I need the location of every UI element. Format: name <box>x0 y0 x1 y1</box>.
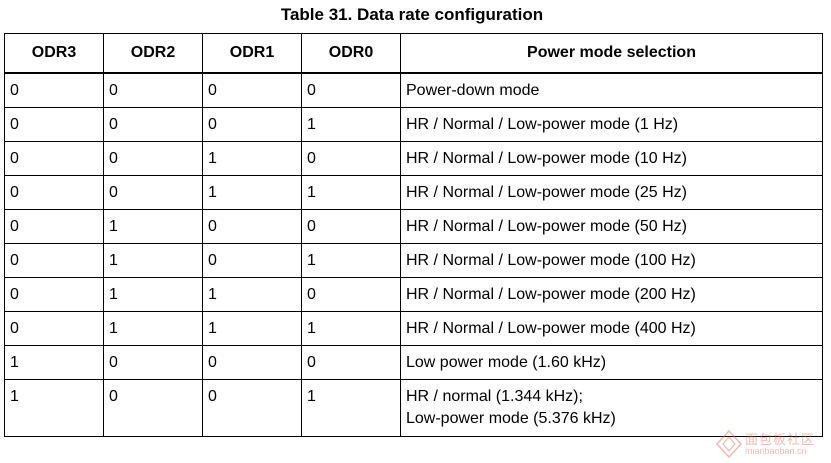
cell-odr3: 0 <box>4 243 104 278</box>
cell-odr1: 1 <box>202 141 302 176</box>
cell-odr2: 1 <box>103 277 203 312</box>
cell-odr2: 0 <box>103 107 203 142</box>
cell-odr2: 1 <box>103 311 203 346</box>
table-row: 0 0 1 0 HR / Normal / Low-power mode (10… <box>4 141 823 176</box>
cell-odr1: 0 <box>202 209 302 244</box>
cell-odr3: 0 <box>4 72 104 108</box>
cell-odr3: 0 <box>4 175 104 210</box>
cell-odr0: 1 <box>301 379 401 437</box>
cell-power-mode: HR / Normal / Low-power mode (200 Hz) <box>400 277 823 312</box>
cell-odr1: 0 <box>202 379 302 437</box>
cell-odr1: 0 <box>202 72 302 108</box>
table-row: 0 0 0 1 HR / Normal / Low-power mode (1 … <box>4 107 823 142</box>
header-odr3: ODR3 <box>4 33 104 74</box>
cell-odr1: 1 <box>202 311 302 346</box>
cell-odr2: 1 <box>103 209 203 244</box>
table-row: 0 0 1 1 HR / Normal / Low-power mode (25… <box>4 175 823 210</box>
cell-odr3: 1 <box>4 379 104 437</box>
cell-odr2: 0 <box>103 175 203 210</box>
cell-odr0: 0 <box>301 209 401 244</box>
data-rate-table: ODR3 ODR2 ODR1 ODR0 Power mode selection… <box>4 33 823 437</box>
cell-power-mode: HR / Normal / Low-power mode (100 Hz) <box>400 243 823 278</box>
cell-odr1: 0 <box>202 345 302 380</box>
cell-odr1: 0 <box>202 107 302 142</box>
cell-odr2: 0 <box>103 379 203 437</box>
cell-odr3: 0 <box>4 107 104 142</box>
header-row: ODR3 ODR2 ODR1 ODR0 Power mode selection <box>4 33 823 74</box>
header-odr1: ODR1 <box>202 33 302 74</box>
table-row: 0 1 1 0 HR / Normal / Low-power mode (20… <box>4 277 823 312</box>
cell-odr0: 1 <box>301 175 401 210</box>
cell-odr3: 0 <box>4 209 104 244</box>
cell-odr1: 0 <box>202 243 302 278</box>
cell-odr2: 0 <box>103 345 203 380</box>
cell-power-mode: Low power mode (1.60 kHz) <box>400 345 823 380</box>
cell-odr3: 0 <box>4 311 104 346</box>
cell-odr0: 0 <box>301 72 401 108</box>
cell-power-mode: HR / normal (1.344 kHz); Low-power mode … <box>400 379 823 437</box>
cell-odr0: 1 <box>301 311 401 346</box>
power-mode-line-1: HR / normal (1.344 kHz); <box>406 388 583 405</box>
header-odr0: ODR0 <box>301 33 401 74</box>
watermark-text: 面包板社区 <box>745 432 816 447</box>
cell-odr0: 0 <box>301 345 401 380</box>
table-row: 0 1 0 1 HR / Normal / Low-power mode (10… <box>4 243 823 278</box>
cell-odr0: 0 <box>301 141 401 176</box>
cell-odr0: 0 <box>301 277 401 312</box>
cell-power-mode: HR / Normal / Low-power mode (25 Hz) <box>400 175 823 210</box>
header-power-mode: Power mode selection <box>400 33 823 74</box>
cell-odr1: 1 <box>202 277 302 312</box>
cell-odr2: 0 <box>103 141 203 176</box>
table-row: 1 0 0 0 Low power mode (1.60 kHz) <box>4 345 823 380</box>
cell-power-mode: HR / Normal / Low-power mode (50 Hz) <box>400 209 823 244</box>
cell-odr0: 1 <box>301 107 401 142</box>
cell-odr0: 1 <box>301 243 401 278</box>
watermark-logo-icon <box>715 429 743 459</box>
power-mode-line-2: Low-power mode (5.376 kHz) <box>406 410 616 427</box>
cell-odr2: 0 <box>103 72 203 108</box>
table-caption: Table 31. Data rate configuration <box>280 5 544 24</box>
table-row: 0 1 1 1 HR / Normal / Low-power mode (40… <box>4 311 823 346</box>
cell-odr3: 1 <box>4 345 104 380</box>
watermark-subtext: mianbaoban.cn <box>745 446 807 456</box>
table-row: 0 1 0 0 HR / Normal / Low-power mode (50… <box>4 209 823 244</box>
cell-odr3: 0 <box>4 277 104 312</box>
header-odr2: ODR2 <box>103 33 203 74</box>
cell-odr2: 1 <box>103 243 203 278</box>
table-row: 0 0 0 0 Power-down mode <box>4 72 823 108</box>
cell-power-mode: HR / Normal / Low-power mode (10 Hz) <box>400 141 823 176</box>
cell-power-mode: HR / Normal / Low-power mode (1 Hz) <box>400 107 823 142</box>
cell-odr1: 1 <box>202 175 302 210</box>
cell-power-mode: Power-down mode <box>400 72 823 108</box>
site-watermark: 面包板社区 mianbaoban.cn <box>715 427 827 461</box>
cell-power-mode: HR / Normal / Low-power mode (400 Hz) <box>400 311 823 346</box>
cell-odr3: 0 <box>4 141 104 176</box>
table-row: 1 0 0 1 HR / normal (1.344 kHz); Low-pow… <box>4 379 823 437</box>
